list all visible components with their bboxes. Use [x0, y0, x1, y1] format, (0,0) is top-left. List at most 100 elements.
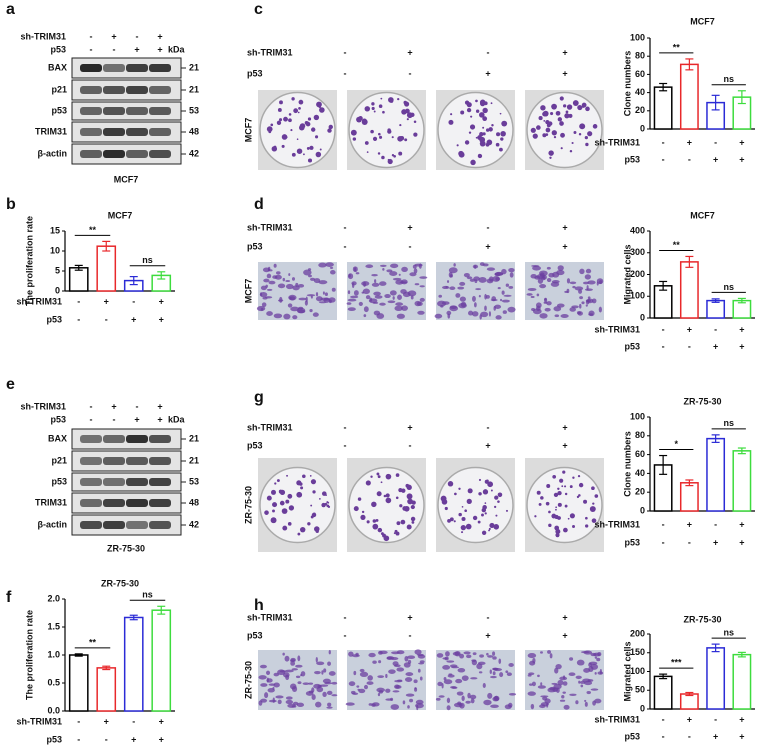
condition-label: p53: [624, 537, 640, 547]
blot-band: [149, 128, 171, 136]
condition-label: sh-TRIM31: [16, 716, 62, 726]
chart-title: ZR-75-30: [101, 578, 139, 588]
colony: [293, 108, 299, 114]
colony: [538, 502, 542, 506]
cell: [490, 704, 499, 709]
colony: [444, 506, 448, 511]
blot-band: [80, 478, 102, 486]
cell: [330, 270, 336, 275]
cell: [492, 667, 499, 671]
colony: [299, 123, 306, 129]
colony: [585, 524, 589, 528]
y-tick-label: 20: [635, 487, 645, 497]
cell: [461, 695, 465, 702]
cell: [486, 652, 489, 656]
y-tick-label: 0.0: [47, 705, 60, 715]
cell: [290, 657, 296, 662]
cell: [546, 277, 552, 283]
cell: [377, 675, 385, 678]
colony: [546, 484, 551, 489]
chart-title: ZR-75-30: [683, 396, 721, 406]
colony: [499, 147, 503, 152]
colony: [361, 118, 368, 125]
condition-sign: +: [407, 222, 412, 232]
colony: [394, 529, 398, 533]
y-tick-label: 200: [630, 628, 645, 638]
cell: [311, 687, 315, 693]
cell: [442, 657, 448, 660]
cell: [259, 664, 267, 669]
colony: [554, 514, 559, 520]
cell: [264, 692, 269, 699]
error-bar: [659, 454, 668, 475]
cell: [287, 303, 293, 308]
cell: [396, 313, 405, 319]
condition-sign: +: [687, 714, 692, 724]
cell: [549, 653, 553, 659]
cell: [472, 295, 476, 302]
cell: [266, 670, 271, 676]
cell: [290, 661, 296, 666]
colony: [309, 145, 314, 150]
colony: [548, 523, 552, 528]
cell: [487, 655, 494, 658]
cell: [506, 672, 512, 677]
condition-sign: +: [713, 731, 718, 741]
colony: [460, 110, 465, 115]
colony: [410, 516, 416, 522]
panel-letter: e: [6, 376, 15, 393]
cell: [530, 273, 537, 279]
colony: [307, 522, 311, 526]
y-tick-label: 100: [630, 411, 645, 421]
colony: [398, 488, 403, 493]
cell: [395, 302, 404, 306]
cell: [268, 280, 276, 285]
cell: [527, 691, 536, 696]
error-bar: [129, 276, 138, 286]
error-bar: [102, 665, 111, 671]
cell: [321, 670, 324, 675]
cell: [575, 675, 582, 680]
colony: [377, 152, 381, 155]
cell: [449, 305, 458, 310]
condition-sign: -: [714, 714, 717, 724]
cell: [434, 313, 443, 319]
colony: [410, 112, 415, 118]
condition-label: sh-TRIM31: [20, 31, 66, 41]
colony: [364, 106, 371, 112]
cell: [569, 281, 577, 285]
cell: [300, 671, 306, 677]
colony: [594, 494, 599, 498]
colony: [328, 124, 333, 130]
cell: [362, 288, 370, 295]
y-tick-label: 0: [55, 285, 60, 295]
significance-label: *: [674, 439, 678, 449]
band-label: p21: [51, 84, 67, 94]
cell: [392, 296, 395, 300]
condition-sign: +: [485, 630, 490, 640]
condition-sign: -: [77, 716, 80, 726]
colony: [557, 490, 562, 496]
cell: [461, 675, 469, 681]
colony: [469, 124, 476, 130]
cell: [273, 313, 283, 319]
colony: [461, 516, 466, 522]
colony: [478, 478, 482, 482]
cell: [459, 281, 466, 286]
colony: [270, 123, 274, 127]
cell: [295, 675, 301, 679]
cell: [347, 298, 357, 302]
cell: [373, 310, 381, 316]
colony: [484, 502, 487, 504]
cell: [530, 703, 535, 710]
error-bar: [685, 58, 694, 71]
y-tick-label: 0: [640, 505, 645, 515]
cell: [447, 674, 455, 678]
cell: [373, 291, 381, 296]
blot-band: [103, 521, 125, 529]
colony: [490, 102, 493, 105]
colony: [569, 485, 573, 488]
colony: [581, 102, 587, 108]
y-axis-label: Clone numbers: [622, 431, 632, 497]
colony: [458, 512, 462, 517]
